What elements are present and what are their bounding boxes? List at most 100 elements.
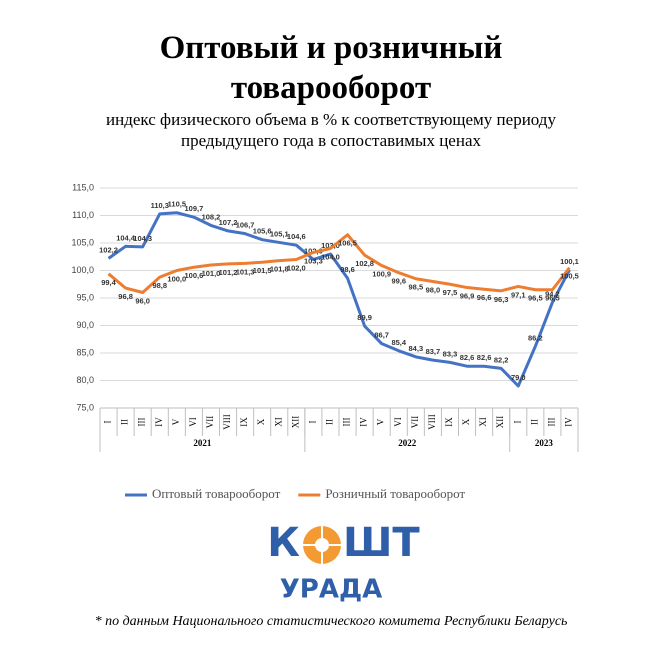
data-label: 82,6 <box>460 353 475 362</box>
y-tick-label: 90,0 <box>76 320 94 330</box>
x-tick-label: IX <box>444 417 454 427</box>
x-tick-label: XII <box>495 416 505 429</box>
x-tick-label: VI <box>188 417 198 427</box>
data-label: 100,6 <box>185 271 204 280</box>
data-label: 83,7 <box>426 347 441 356</box>
data-label: 96,3 <box>494 295 509 304</box>
data-label: 98,5 <box>409 283 424 292</box>
x-tick-label: VII <box>205 416 215 429</box>
x-tick-label: II <box>529 419 539 425</box>
data-label: 104,4 <box>116 233 136 242</box>
data-label: 100,5 <box>560 272 579 281</box>
data-label: 101,5 <box>253 266 272 275</box>
x-tick-label: V <box>376 418 386 425</box>
data-label: 100,0 <box>167 274 186 283</box>
x-tick-label: VII <box>410 416 420 429</box>
y-tick-label: 80,0 <box>76 375 94 385</box>
x-tick-label: II <box>120 419 130 425</box>
data-label: 86,2 <box>528 333 543 342</box>
data-label: 82,2 <box>494 355 509 364</box>
data-label: 83,3 <box>443 349 458 358</box>
x-tick-label: III <box>342 418 352 427</box>
logo-left: К <box>267 520 300 566</box>
x-tick-label: IV <box>154 417 164 427</box>
data-label: 103,3 <box>304 256 323 265</box>
y-tick-label: 85,0 <box>76 347 94 357</box>
data-label: 96,9 <box>460 292 475 301</box>
x-tick-label: X <box>256 418 266 425</box>
data-label: 89,9 <box>357 313 372 322</box>
y-tick-label: 95,0 <box>76 292 94 302</box>
logo: К ШТ УРАДА <box>267 520 420 605</box>
logo-bottom: УРАДА <box>280 575 383 605</box>
y-tick-label: 75,0 <box>76 402 94 412</box>
chart-title: Оптовый и розничный товарооборот <box>160 30 503 106</box>
data-label: 102,2 <box>99 245 118 254</box>
x-tick-label: I <box>307 421 317 424</box>
data-label: 84,3 <box>409 344 424 353</box>
data-label: 107,2 <box>219 218 238 227</box>
data-label: 104,3 <box>133 234 152 243</box>
x-tick-label: X <box>461 418 471 425</box>
data-label: 101,2 <box>219 268 238 277</box>
data-label: 106,7 <box>236 221 255 230</box>
series-line <box>107 211 571 388</box>
x-tick-label: XI <box>478 417 488 427</box>
logo-right: ШТ <box>343 520 420 566</box>
x-tick-label: III <box>137 418 147 427</box>
legend-label: Розничный товарооборот <box>325 486 465 501</box>
data-label: 96,8 <box>118 292 133 301</box>
data-label: 109,7 <box>185 204 204 213</box>
group-label: 2023 <box>535 438 554 448</box>
y-tick-label: 115,0 <box>72 182 94 192</box>
x-tick-label: XI <box>273 417 283 427</box>
data-label: 110,5 <box>168 200 186 209</box>
data-label: 105,6 <box>253 227 272 236</box>
data-label: 99,6 <box>391 277 406 286</box>
x-tick-label: VI <box>393 417 403 427</box>
x-tick-label: II <box>325 419 335 425</box>
data-label: 99,4 <box>101 278 116 287</box>
data-label: 98,0 <box>426 285 441 294</box>
footnote: * по данным Национального статистическог… <box>95 614 568 629</box>
y-tick-label: 100,0 <box>71 265 94 275</box>
x-tick-label: VIII <box>427 414 437 430</box>
x-tick-label: I <box>512 421 522 424</box>
data-label: 97,5 <box>443 288 458 297</box>
data-label: 85,4 <box>391 338 406 347</box>
x-tick-label: XII <box>290 416 300 429</box>
x-tick-label: IX <box>239 417 249 427</box>
legend-label: Оптовый товарооборот <box>152 486 281 501</box>
data-label: 102,8 <box>355 259 374 268</box>
data-label: 86,7 <box>374 331 389 340</box>
data-label: 110,3 <box>151 201 169 210</box>
data-label: 104,0 <box>321 252 340 261</box>
y-tick-label: 105,0 <box>71 237 94 247</box>
data-label: 96,6 <box>477 293 492 302</box>
data-label: 79,0 <box>511 373 526 382</box>
data-label: 97,1 <box>511 290 526 299</box>
data-label: 100,1 <box>560 257 579 266</box>
data-label: 96,0 <box>135 296 150 305</box>
data-label: 101,8 <box>270 265 289 274</box>
data-label: 102,0 <box>287 263 306 272</box>
x-tick-label: V <box>171 418 181 425</box>
data-label: 103,0 <box>321 241 340 250</box>
data-label: 104,6 <box>287 232 306 241</box>
data-label: 96,5 <box>545 294 560 303</box>
data-label: 98,8 <box>152 281 167 290</box>
x-tick-label: IV <box>564 417 574 427</box>
data-label: 82,6 <box>477 353 492 362</box>
y-tick-label: 110,0 <box>72 210 94 220</box>
data-label: 101,0 <box>202 269 221 278</box>
x-tick-label: I <box>103 421 113 424</box>
x-tick-label: VIII <box>222 414 232 430</box>
data-label: 96,5 <box>528 294 543 303</box>
data-label: 105,1 <box>270 229 289 238</box>
series-line <box>107 233 571 294</box>
group-label: 2021 <box>193 438 212 448</box>
data-label: 100,9 <box>372 270 391 279</box>
group-label: 2022 <box>398 438 417 448</box>
